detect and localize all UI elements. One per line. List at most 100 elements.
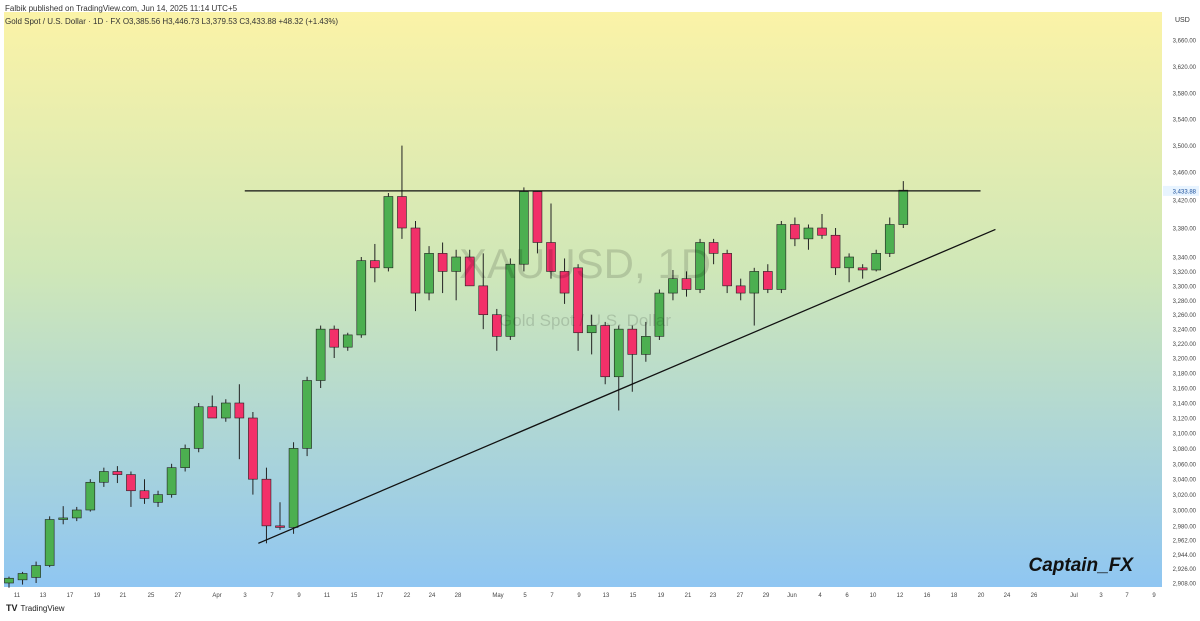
candle-down — [464, 256, 475, 287]
candle-down — [722, 253, 732, 287]
price-tick-label: 3,300.00 — [1173, 284, 1197, 290]
time-tick-label: 11 — [324, 593, 331, 599]
candle-up — [654, 292, 665, 337]
candle-down — [491, 314, 502, 337]
price-tick-label: 3,460.00 — [1173, 171, 1197, 177]
time-axis[interactable]: 11 13 17 19 21 25 27 Apr 3 7 9 11 15 17 22 24 28 May 5 7 9 13… — [14, 593, 1156, 599]
candle-up — [153, 494, 163, 503]
time-tick-label: Jul — [1070, 593, 1078, 599]
candle-down — [735, 285, 746, 294]
candle-down — [275, 525, 285, 528]
candle-up — [180, 448, 190, 468]
price-axis[interactable]: 3,660.00 3,620.00 3,580.00 3,540.00 3,500.00… — [1163, 39, 1199, 588]
price-tick-label: 3,340.00 — [1173, 256, 1197, 262]
watermark-symbol: XAUUSD, 1D — [459, 240, 711, 287]
candle-down — [559, 271, 570, 294]
candle-down — [261, 478, 272, 527]
candle-up — [166, 467, 177, 495]
candle-up — [586, 325, 597, 334]
price-tick-label: 3,380.00 — [1173, 227, 1197, 233]
candle-up — [342, 334, 353, 348]
candle-down — [762, 271, 773, 290]
time-tick-label: 4 — [818, 593, 822, 599]
candle-up — [613, 328, 624, 378]
time-tick-label: 26 — [1031, 593, 1038, 599]
time-tick-label: Jun — [787, 593, 797, 599]
time-tick-label: 3 — [1099, 593, 1103, 599]
time-tick-label: 17 — [67, 593, 74, 599]
candle-up — [776, 224, 787, 290]
candle-up — [844, 256, 854, 269]
price-tick-label: 3,100.00 — [1173, 432, 1197, 438]
time-axis-background — [0, 587, 1200, 603]
time-tick-label: 9 — [577, 593, 581, 599]
candle-down — [830, 234, 841, 269]
time-tick-label: 22 — [404, 593, 411, 599]
time-tick-label: 27 — [737, 593, 744, 599]
ticker-line: Gold Spot / U.S. Dollar · 1D · FX O3,385… — [5, 17, 339, 26]
candle-down — [478, 285, 489, 316]
candle-up — [451, 256, 461, 272]
candle-down — [329, 328, 340, 348]
time-tick-label: 19 — [658, 593, 665, 599]
candle-up — [898, 189, 909, 225]
time-tick-label: 12 — [897, 593, 904, 599]
candle-up — [288, 448, 299, 528]
candle-up — [44, 519, 55, 566]
candle-down — [857, 267, 868, 271]
candle-down — [437, 253, 448, 272]
price-tick-label: 3,220.00 — [1173, 342, 1197, 348]
candle-up — [668, 278, 678, 294]
time-tick-label: 20 — [978, 593, 985, 599]
price-tick-label: 2,926.00 — [1173, 567, 1197, 573]
last-price-label: 3,433.88 — [1173, 189, 1197, 195]
price-tick-label: 2,944.00 — [1173, 553, 1197, 559]
time-tick-label: 27 — [175, 593, 182, 599]
author-tag: Captain_FX — [1028, 555, 1134, 576]
time-tick-label: 6 — [845, 593, 849, 599]
price-tick-label: 3,540.00 — [1173, 118, 1197, 124]
candle-down — [410, 227, 421, 294]
candles-group — [4, 145, 909, 588]
tradingview-logo-icon: TV — [6, 603, 18, 613]
candle-up — [58, 517, 69, 520]
time-tick-label: 15 — [351, 593, 358, 599]
candle-up — [356, 260, 367, 336]
candle-up — [17, 573, 28, 581]
candle-down — [708, 242, 719, 254]
candle-down — [207, 406, 218, 419]
candle-up — [85, 481, 96, 511]
time-tick-label: 9 — [297, 593, 301, 599]
candle-up — [519, 191, 529, 265]
time-tick-label: 9 — [1152, 593, 1156, 599]
candle-up — [71, 509, 82, 519]
time-tick-label: 13 — [40, 593, 47, 599]
candle-up — [302, 380, 312, 449]
price-tick-label: 3,260.00 — [1173, 313, 1197, 319]
time-tick-label: Apr — [212, 593, 221, 599]
time-tick-label: 24 — [1004, 593, 1011, 599]
publisher-line: Falbik published on TradingView.com, Jun… — [5, 4, 238, 13]
time-tick-label: 5 — [523, 593, 527, 599]
time-tick-label: 7 — [270, 593, 274, 599]
price-tick-label: 3,120.00 — [1173, 417, 1197, 423]
price-tick-label: 2,962.00 — [1173, 539, 1197, 545]
support-trendline — [258, 228, 996, 544]
candle-down — [573, 267, 583, 334]
price-tick-label: 3,200.00 — [1173, 357, 1197, 363]
candle-up — [505, 263, 516, 337]
candle-down — [248, 417, 258, 480]
candle-up — [4, 577, 14, 584]
time-tick-label: 10 — [870, 593, 877, 599]
candle-up — [884, 224, 895, 254]
time-tick-label: 15 — [630, 593, 637, 599]
time-tick-label: 17 — [377, 593, 384, 599]
time-tick-label: 24 — [429, 593, 436, 599]
candle-down — [817, 227, 827, 236]
candle-down — [790, 224, 800, 240]
candle-up — [803, 227, 814, 240]
time-tick-label: 21 — [120, 593, 127, 599]
plot-background — [4, 12, 1162, 587]
candle-up — [383, 196, 394, 269]
